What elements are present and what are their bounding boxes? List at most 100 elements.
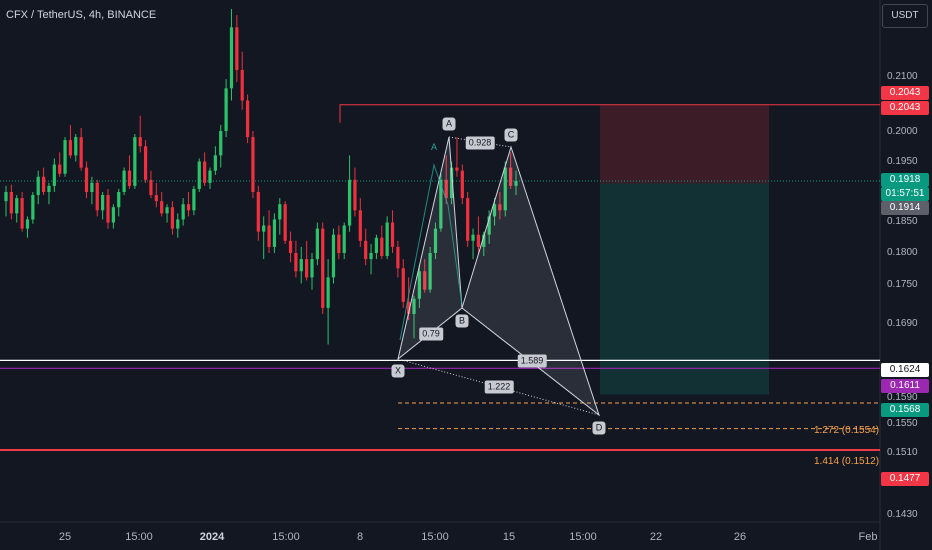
candle-body — [449, 167, 454, 199]
candle-body — [9, 192, 13, 214]
red-level-tag: 0.1477 — [881, 472, 929, 486]
candle-body — [84, 167, 89, 192]
candle-body — [503, 167, 507, 211]
candle-body — [90, 182, 94, 192]
currency-button[interactable]: USDT — [882, 4, 928, 28]
candle-body — [358, 210, 362, 241]
y-tick: 0.2100 — [887, 71, 918, 82]
candle-body — [127, 170, 132, 186]
candle-body — [74, 137, 78, 156]
candle-body — [133, 137, 137, 186]
candle-body — [251, 137, 255, 192]
stop-loss-zone[interactable] — [600, 104, 769, 184]
candle-body — [4, 192, 8, 202]
candle-body — [203, 161, 207, 183]
target-price-tag: 0.1568 — [881, 403, 929, 417]
candle-body — [15, 198, 19, 214]
x-tick: 25 — [58, 531, 72, 543]
candle-body — [197, 161, 201, 189]
y-tick: 0.1850 — [887, 216, 918, 227]
fib-level-label: 1.414 (0.1512) — [814, 456, 880, 467]
candle-body — [331, 234, 336, 278]
candle-body — [288, 240, 293, 253]
candle-body — [433, 228, 438, 253]
candle-body — [68, 140, 73, 156]
pattern-ratio-label: 0.928 — [465, 136, 495, 150]
stop-price-tag: 0.2043 — [881, 86, 929, 100]
candle-body — [176, 219, 180, 229]
candle-body — [374, 237, 379, 253]
pattern-ratio-label: 1.589 — [517, 354, 547, 368]
candle-body — [428, 253, 432, 290]
candle-body — [219, 131, 223, 156]
pattern-point-x[interactable]: X — [391, 364, 405, 378]
current-price-tag: 0.1918 — [881, 173, 929, 187]
candle-body — [466, 198, 470, 241]
candle-body — [412, 298, 416, 314]
pattern-point-a[interactable]: A — [442, 117, 456, 131]
candle-body — [36, 176, 40, 196]
y-tick: 0.1430 — [887, 509, 918, 520]
candle-body — [240, 70, 244, 101]
take-profit-zone[interactable] — [600, 183, 769, 395]
pattern-point-b[interactable]: B — [455, 314, 469, 328]
candle-body — [101, 195, 105, 211]
candle-body — [245, 100, 250, 138]
candle-body — [181, 204, 185, 220]
candle-body — [380, 237, 384, 257]
candle-body — [25, 219, 30, 229]
candle-body — [213, 155, 217, 171]
x-tick: 2024 — [199, 531, 225, 543]
candle-body — [267, 225, 271, 247]
inner-pattern-point-a: A — [431, 142, 437, 152]
x-tick: 8 — [356, 531, 364, 543]
candle-body — [396, 246, 400, 269]
candle-body — [369, 253, 373, 260]
candle-body — [149, 179, 153, 196]
resistance-line[interactable] — [339, 104, 880, 123]
candle-body — [41, 176, 46, 192]
candle-body — [106, 195, 110, 223]
purple-level-tag: 0.1611 — [881, 379, 929, 393]
candle-body — [138, 137, 142, 147]
pattern-point-c[interactable]: C — [504, 128, 518, 142]
inner-pattern-line — [399, 163, 463, 341]
candle-body — [321, 228, 325, 308]
pattern-bcd-triangle[interactable] — [461, 145, 600, 417]
candle-body — [272, 219, 277, 247]
candle-body — [256, 192, 260, 232]
pattern-ratio-label: 0.79 — [419, 327, 443, 341]
entry-price-tag: 0.1914 — [881, 201, 929, 215]
x-tick: 15:00 — [272, 531, 300, 543]
stop-price-tag-2: 0.2043 — [881, 101, 929, 115]
candle-body — [278, 204, 282, 220]
candle-body — [31, 195, 35, 220]
candle-body — [208, 170, 212, 183]
candle-body — [342, 225, 346, 253]
pattern-ratio-label: 1.222 — [484, 380, 514, 394]
pattern-point-d[interactable]: D — [592, 421, 606, 435]
candle-body — [390, 222, 395, 247]
candle-body — [63, 140, 67, 174]
x-tick: 22 — [649, 531, 663, 543]
candle-body — [165, 207, 169, 214]
y-tick: 0.1550 — [887, 418, 918, 429]
y-tick: 0.1750 — [887, 279, 918, 290]
candle-body — [143, 146, 148, 180]
candle-body — [58, 164, 62, 174]
candle-body — [487, 216, 491, 235]
candle-body — [385, 222, 389, 257]
candle-body — [160, 201, 164, 214]
candle-body — [407, 301, 411, 314]
candle-body — [20, 198, 24, 229]
candle-body — [305, 259, 309, 278]
candle-body — [310, 259, 314, 278]
candle-body — [79, 137, 83, 168]
candle-body — [514, 181, 518, 186]
candle-body — [299, 259, 303, 272]
x-tick: Feb — [858, 531, 878, 543]
candle-body — [186, 204, 191, 211]
y-tick: 0.1590 — [887, 392, 918, 403]
